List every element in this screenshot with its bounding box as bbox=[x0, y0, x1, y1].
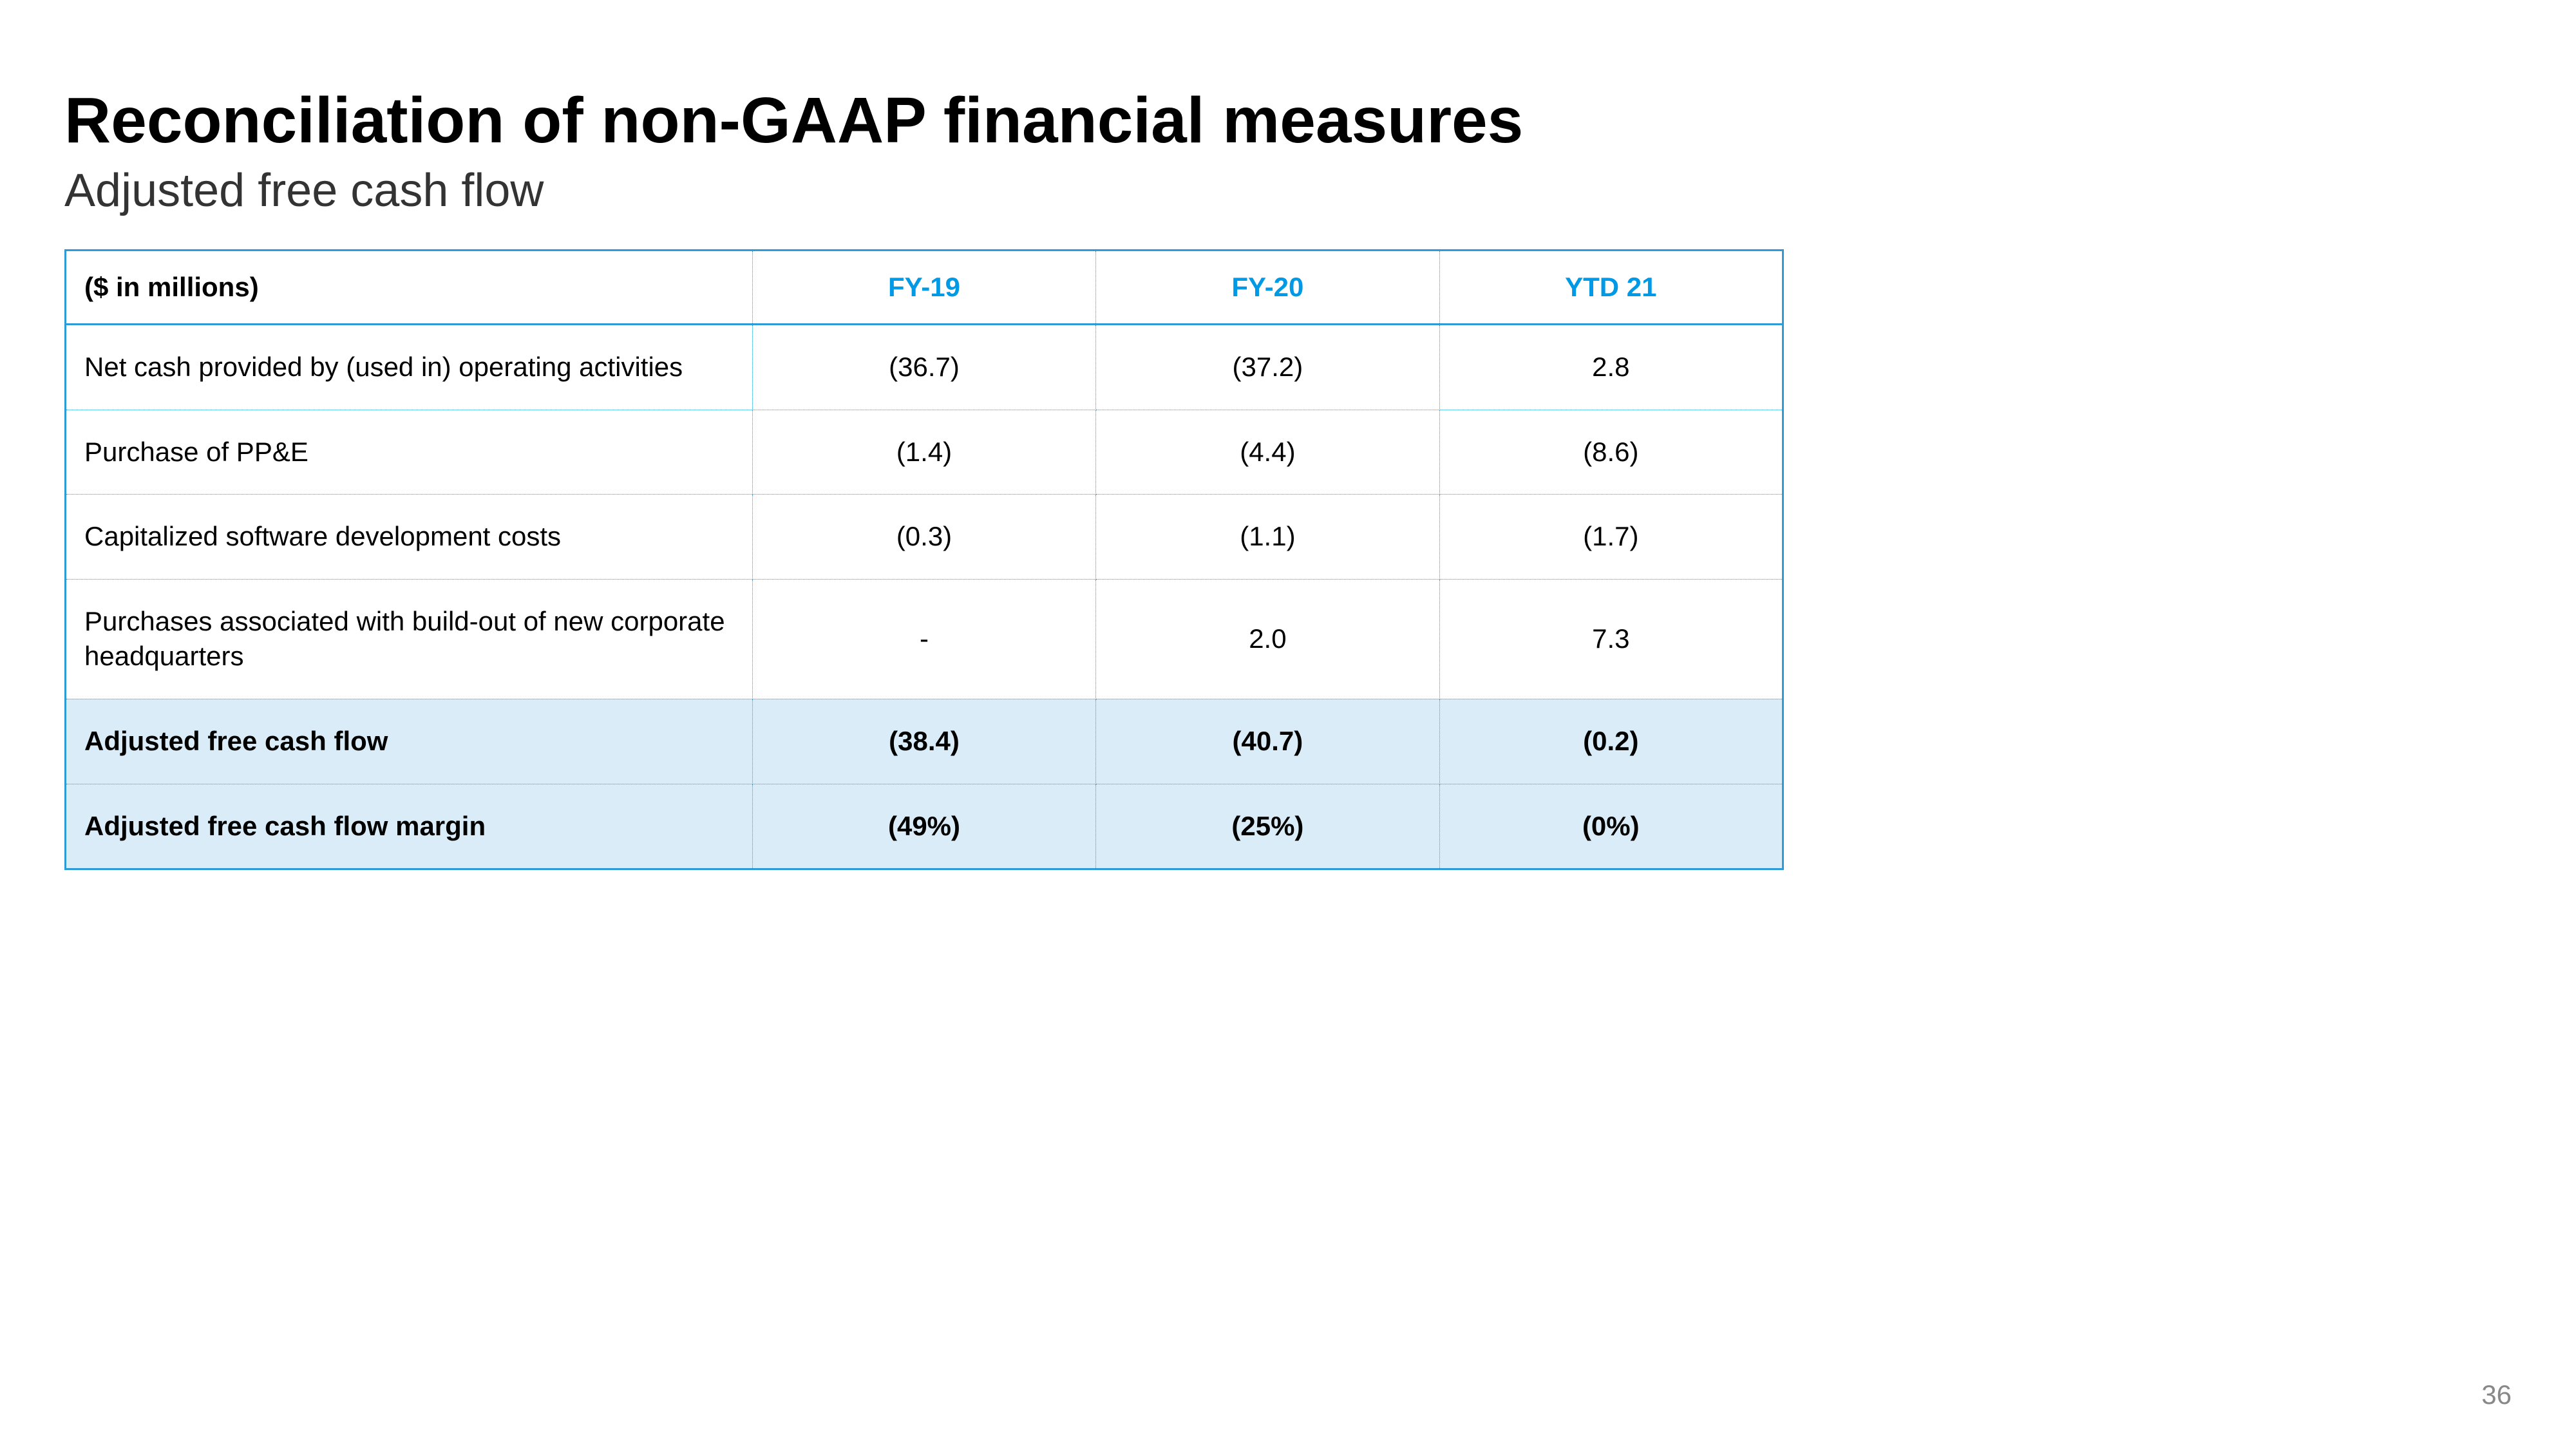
row-value: (36.7) bbox=[752, 325, 1095, 410]
row-value: 2.8 bbox=[1439, 325, 1783, 410]
row-value: (1.1) bbox=[1096, 495, 1439, 580]
row-value: (0%) bbox=[1439, 784, 1783, 869]
row-value: (8.6) bbox=[1439, 410, 1783, 495]
column-header-ytd21: YTD 21 bbox=[1439, 251, 1783, 325]
slide-title: Reconciliation of non-GAAP financial mea… bbox=[64, 84, 2512, 158]
row-label: Adjusted free cash flow margin bbox=[66, 784, 753, 869]
table-row: Purchases associated with build-out of n… bbox=[66, 579, 1783, 699]
row-value: (1.4) bbox=[752, 410, 1095, 495]
table-row: Net cash provided by (used in) operating… bbox=[66, 325, 1783, 410]
row-value: (25%) bbox=[1096, 784, 1439, 869]
table-row: Purchase of PP&E (1.4) (4.4) (8.6) bbox=[66, 410, 1783, 495]
row-value: (38.4) bbox=[752, 699, 1095, 784]
row-value: (0.3) bbox=[752, 495, 1095, 580]
column-header-fy19: FY-19 bbox=[752, 251, 1095, 325]
row-value: - bbox=[752, 579, 1095, 699]
row-label: Capitalized software development costs bbox=[66, 495, 753, 580]
row-value: (1.7) bbox=[1439, 495, 1783, 580]
row-label: Purchases associated with build-out of n… bbox=[66, 579, 753, 699]
row-label: Purchase of PP&E bbox=[66, 410, 753, 495]
row-value: (0.2) bbox=[1439, 699, 1783, 784]
table-body: Net cash provided by (used in) operating… bbox=[66, 325, 1783, 869]
slide-container: Reconciliation of non-GAAP financial mea… bbox=[0, 0, 2576, 1449]
table-container: ($ in millions) FY-19 FY-20 YTD 21 Net c… bbox=[64, 249, 1784, 870]
row-value: (37.2) bbox=[1096, 325, 1439, 410]
header-label-cell: ($ in millions) bbox=[66, 251, 753, 325]
row-value: 7.3 bbox=[1439, 579, 1783, 699]
page-number: 36 bbox=[2481, 1379, 2512, 1410]
row-label: Adjusted free cash flow bbox=[66, 699, 753, 784]
row-label: Net cash provided by (used in) operating… bbox=[66, 325, 753, 410]
table-header-row: ($ in millions) FY-19 FY-20 YTD 21 bbox=[66, 251, 1783, 325]
financial-table: ($ in millions) FY-19 FY-20 YTD 21 Net c… bbox=[64, 249, 1784, 870]
table-row: Capitalized software development costs (… bbox=[66, 495, 1783, 580]
table-row-highlighted: Adjusted free cash flow (38.4) (40.7) (0… bbox=[66, 699, 1783, 784]
row-value: (40.7) bbox=[1096, 699, 1439, 784]
row-value: (4.4) bbox=[1096, 410, 1439, 495]
slide-subtitle: Adjusted free cash flow bbox=[64, 164, 2512, 217]
column-header-fy20: FY-20 bbox=[1096, 251, 1439, 325]
row-value: 2.0 bbox=[1096, 579, 1439, 699]
row-value: (49%) bbox=[752, 784, 1095, 869]
table-row-highlighted: Adjusted free cash flow margin (49%) (25… bbox=[66, 784, 1783, 869]
